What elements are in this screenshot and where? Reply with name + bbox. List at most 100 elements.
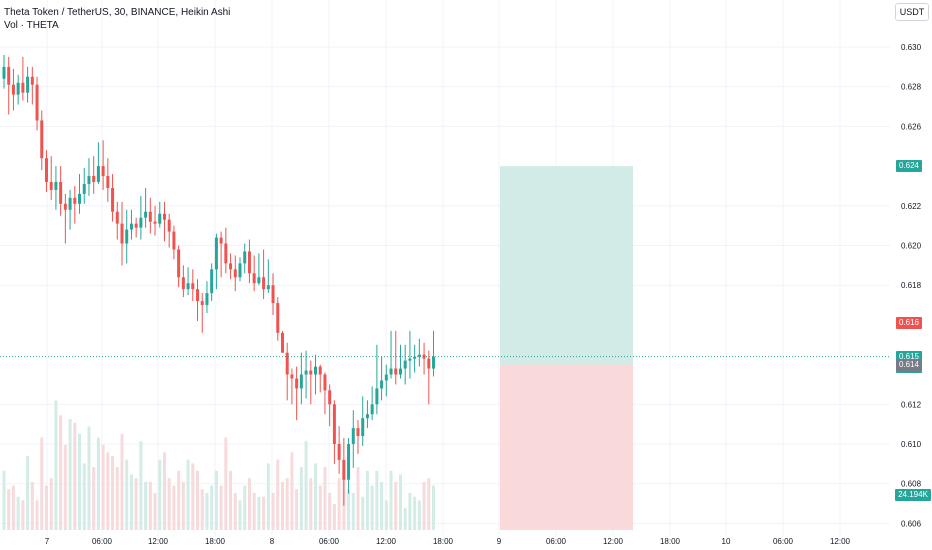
time-tick-label: 06:00 bbox=[92, 537, 113, 546]
volume-bar bbox=[337, 478, 341, 530]
candle-body bbox=[139, 217, 143, 228]
volume-bar bbox=[162, 452, 166, 530]
candle-body bbox=[224, 243, 228, 264]
volume-bar bbox=[398, 474, 402, 530]
volume-bar bbox=[309, 478, 313, 530]
volume-bar bbox=[238, 500, 242, 530]
volume-bar bbox=[214, 470, 218, 530]
candle-body bbox=[403, 360, 407, 369]
volume-bar bbox=[347, 489, 351, 530]
volume-bar bbox=[394, 481, 398, 530]
volume-bar bbox=[26, 456, 30, 530]
volume-bar bbox=[295, 489, 299, 530]
candle-body bbox=[304, 370, 308, 375]
candle-body bbox=[398, 368, 402, 375]
volume-bar bbox=[361, 496, 365, 530]
volume-bar bbox=[144, 481, 148, 530]
volume-bar bbox=[229, 470, 233, 530]
volume-bar bbox=[96, 437, 100, 530]
candle-body bbox=[332, 404, 336, 444]
volume-bar bbox=[413, 496, 417, 530]
candle-body bbox=[214, 237, 218, 270]
candle-body bbox=[328, 390, 332, 405]
candle-body bbox=[356, 428, 360, 437]
candle-body bbox=[63, 203, 67, 210]
volume-bar bbox=[262, 496, 266, 530]
candle-body bbox=[120, 223, 124, 244]
volume-bar bbox=[328, 493, 332, 530]
candle-body bbox=[243, 251, 247, 264]
candle-body bbox=[370, 404, 374, 415]
time-tick-label: 18:00 bbox=[660, 537, 681, 546]
volume-bar bbox=[384, 500, 388, 530]
loss-zone bbox=[500, 364, 633, 530]
candle-body bbox=[82, 183, 86, 194]
volume-bar bbox=[49, 478, 53, 530]
candle-body bbox=[196, 289, 200, 302]
candle-body bbox=[200, 301, 204, 306]
time-tick-label: 12:00 bbox=[148, 537, 169, 546]
candle-body bbox=[172, 231, 176, 250]
candle-body bbox=[49, 181, 53, 190]
volume-bar bbox=[389, 470, 393, 530]
candle-body bbox=[285, 352, 289, 375]
time-axis[interactable]: 7 06:00 12:00 18:00 8 06:00 12:00 18:00 9 06:00 12… bbox=[45, 537, 851, 546]
volume-bar bbox=[323, 467, 327, 530]
volume-bar bbox=[205, 493, 209, 530]
volume-bar bbox=[40, 437, 44, 530]
candle-body bbox=[342, 459, 346, 480]
price-candles bbox=[2, 54, 436, 506]
candle-body bbox=[422, 354, 426, 359]
time-tick-label: 12:00 bbox=[830, 537, 851, 546]
candle-body bbox=[186, 283, 190, 290]
candle-body bbox=[413, 356, 417, 359]
volume-bar bbox=[106, 452, 110, 530]
volume-bars bbox=[2, 400, 436, 530]
candle-body bbox=[252, 273, 256, 284]
candle-body bbox=[54, 181, 58, 190]
volume-bar bbox=[332, 504, 336, 530]
candle-body bbox=[417, 354, 421, 357]
candle-body bbox=[40, 120, 44, 159]
volume-bar bbox=[92, 467, 96, 530]
candle-body bbox=[181, 277, 185, 290]
volume-bar bbox=[181, 481, 185, 530]
time-tick-label: 12:00 bbox=[603, 537, 624, 546]
candle-body bbox=[337, 444, 341, 460]
volume-bar bbox=[35, 500, 39, 530]
volume-bar bbox=[314, 463, 318, 530]
volume-bar bbox=[2, 470, 6, 530]
volume-bar bbox=[370, 485, 374, 530]
candle-body bbox=[44, 158, 48, 182]
candle-body bbox=[68, 197, 72, 210]
candle-body bbox=[111, 187, 115, 212]
candle-body bbox=[30, 76, 34, 85]
volume-bar bbox=[177, 470, 181, 530]
price-tick-label: 0.620 bbox=[901, 242, 922, 251]
candle-body bbox=[271, 285, 275, 304]
volume-bar bbox=[285, 478, 289, 530]
candle-body bbox=[314, 366, 318, 375]
volume-bar bbox=[44, 485, 48, 530]
volume-bar bbox=[417, 500, 421, 530]
volume-bar bbox=[427, 478, 431, 530]
long-position-tool[interactable] bbox=[500, 166, 633, 530]
volume-bar bbox=[224, 437, 228, 530]
volume-bar bbox=[403, 507, 407, 530]
candle-body bbox=[365, 414, 369, 419]
candle-body bbox=[144, 211, 148, 218]
candle-body bbox=[233, 269, 237, 278]
volume-bar bbox=[408, 493, 412, 530]
candle-body bbox=[290, 374, 294, 379]
candle-body bbox=[167, 219, 171, 232]
candle-body bbox=[59, 181, 63, 204]
volume-bar bbox=[148, 481, 152, 530]
price-axis[interactable]: 0.630 0.628 0.626 0.622 0.620 0.618 0.612 0.610… bbox=[901, 43, 922, 528]
price-tick-label: 0.626 bbox=[901, 122, 922, 131]
volume-bar bbox=[134, 478, 138, 530]
candle-body bbox=[35, 84, 39, 121]
currency-button[interactable]: USDT bbox=[895, 3, 929, 21]
volume-bar bbox=[247, 478, 251, 530]
volume-bar bbox=[16, 496, 20, 530]
